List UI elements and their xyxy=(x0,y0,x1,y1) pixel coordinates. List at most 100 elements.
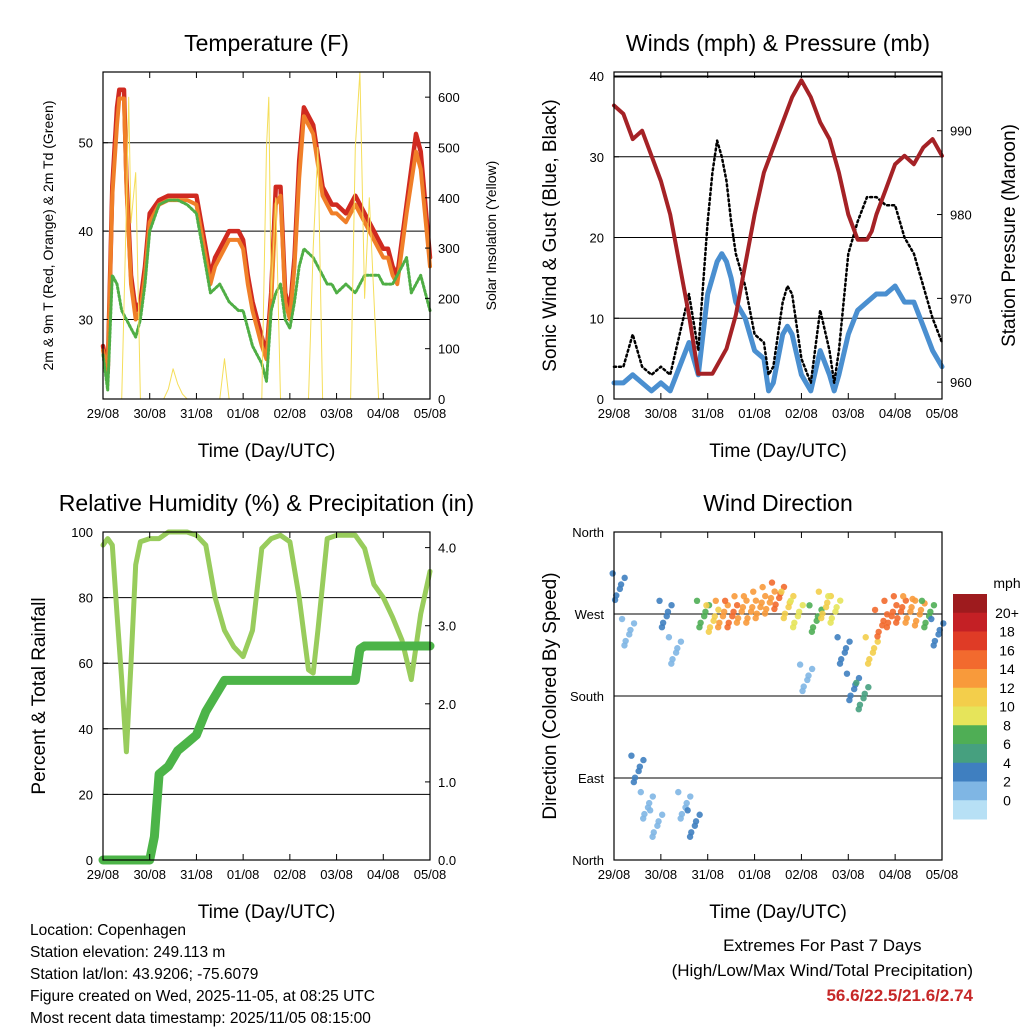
direction-point xyxy=(738,608,745,615)
direction-point xyxy=(771,588,778,595)
x-tick-label: 03/08 xyxy=(832,867,865,882)
direction-point xyxy=(850,685,858,693)
direction-point xyxy=(677,638,685,645)
direction-point xyxy=(665,634,673,641)
panel-humidity: 0 20 40 60 80 100 0.0 1.0 2.0 3.0 4.0 29/08 30/08 31/… xyxy=(29,490,474,923)
direction-point xyxy=(611,596,619,604)
x-tick-label: 04/08 xyxy=(367,406,400,421)
y-axis-label: Direction (Colored By Speed) xyxy=(540,572,561,819)
direction-point xyxy=(935,631,942,638)
colorbar-swatch xyxy=(953,800,987,820)
direction-point xyxy=(860,695,867,702)
direction-point xyxy=(799,687,806,695)
y-right-tick-label: 200 xyxy=(438,291,460,306)
y-tick-label: 40 xyxy=(79,224,93,239)
y-right-tick-label: 970 xyxy=(950,291,972,306)
x-tick-label: 29/08 xyxy=(598,867,631,882)
direction-point xyxy=(721,597,729,604)
direction-point xyxy=(724,624,731,631)
direction-point xyxy=(930,602,938,609)
y-tick-label: South xyxy=(570,689,604,704)
plot-frame xyxy=(102,71,431,400)
colorbar-label: 18 xyxy=(999,624,1015,640)
direction-point xyxy=(712,597,719,604)
direction-point xyxy=(855,674,863,682)
colorbar-label: 12 xyxy=(999,680,1015,696)
direction-point xyxy=(785,603,792,611)
chart-title: Winds (mph) & Pressure (mb) xyxy=(626,30,930,56)
y-tick-label: 0 xyxy=(86,853,93,868)
direction-point xyxy=(794,613,802,620)
colorbar-swatch xyxy=(953,706,987,726)
x-tick-label: 02/08 xyxy=(274,867,307,882)
x-tick-label: 31/08 xyxy=(180,867,213,882)
direction-point xyxy=(626,631,633,638)
y-right-tick-label: 600 xyxy=(438,90,460,105)
direction-point xyxy=(827,619,834,626)
colorbar-label: 4 xyxy=(1003,755,1011,771)
direction-point xyxy=(701,613,708,620)
direction-point xyxy=(902,619,909,626)
direction-point xyxy=(869,649,877,656)
direction-point xyxy=(616,585,624,593)
x-tick-label: 02/08 xyxy=(785,406,818,421)
series-2m-td xyxy=(101,198,432,392)
direction-point xyxy=(918,597,926,604)
y-right-tick-label: 300 xyxy=(438,241,460,256)
x-tick-label: 04/08 xyxy=(367,867,400,882)
station-elevation: Station elevation: 249.113 m xyxy=(30,944,226,961)
series-gust xyxy=(612,139,944,385)
direction-point xyxy=(621,574,628,582)
y-right-tick-label: 0.0 xyxy=(438,853,456,868)
colorbar-swatch xyxy=(953,594,987,614)
direction-point xyxy=(703,602,710,609)
direction-point xyxy=(804,676,811,684)
direction-point xyxy=(609,570,616,577)
direction-point xyxy=(890,593,898,600)
direction-point xyxy=(714,624,722,631)
series-sonic-wind xyxy=(611,251,945,394)
direction-point xyxy=(733,619,741,626)
panel-winds: 0 10 20 30 40 960 970 980 990 29/08 30/08 31/08 01/0… xyxy=(540,30,1020,462)
y-right-tick-label: 4.0 xyxy=(438,541,456,556)
direction-point xyxy=(696,624,703,631)
direction-point xyxy=(790,592,797,600)
direction-point xyxy=(663,613,670,620)
direction-point xyxy=(808,665,816,673)
colorbar-label: 10 xyxy=(999,699,1015,715)
direction-point xyxy=(864,660,872,667)
y-right-tick-label: 2.0 xyxy=(438,697,456,712)
y-tick-label: 20 xyxy=(590,231,604,246)
colorbar-swatch xyxy=(953,650,987,670)
direction-point xyxy=(740,593,748,600)
y-axis-label: 2m & 9m T (Red, Orange) & 2m Td (Green) xyxy=(40,101,56,371)
direction-point xyxy=(846,696,853,704)
direction-point xyxy=(668,660,675,667)
y-tick-label: 30 xyxy=(79,312,93,327)
direction-point xyxy=(916,611,923,618)
colorbar-title: mph xyxy=(993,575,1020,591)
y-tick-label: North xyxy=(572,525,604,540)
direction-point xyxy=(710,617,717,624)
direction-point xyxy=(733,602,741,609)
y-tick-label: 50 xyxy=(79,136,93,151)
x-tick-label: 30/08 xyxy=(645,867,678,882)
direction-point xyxy=(672,649,680,656)
direction-point xyxy=(705,628,712,635)
direction-point xyxy=(640,756,647,764)
direction-point xyxy=(796,661,804,668)
direction-point xyxy=(640,815,647,822)
y-tick-label: 0 xyxy=(597,392,604,407)
x-tick-label: 03/08 xyxy=(320,406,353,421)
direction-point xyxy=(874,633,881,640)
y-tick-label: West xyxy=(575,607,605,622)
direction-point xyxy=(757,603,764,611)
direction-point xyxy=(618,615,626,623)
x-tick-label: 29/08 xyxy=(598,406,631,421)
direction-point xyxy=(818,614,825,622)
colorbar: mph 20+ 18 16 14 12 10 8 6 4 2 0 xyxy=(953,575,1021,820)
y-tick-label: 40 xyxy=(590,69,604,84)
direction-point xyxy=(771,605,778,613)
x-tick-label: 01/08 xyxy=(738,867,771,882)
x-tick-label: 29/08 xyxy=(87,406,120,421)
